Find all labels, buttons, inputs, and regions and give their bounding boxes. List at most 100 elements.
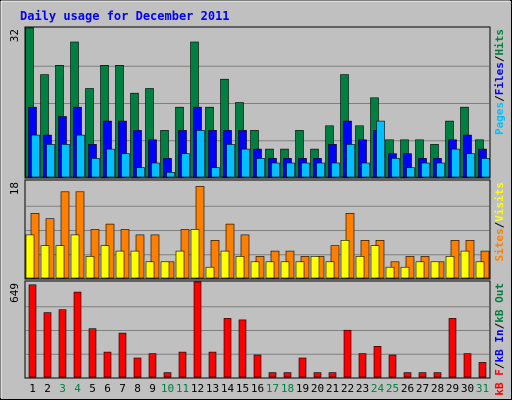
bar-pages-day-2 (46, 144, 55, 178)
x-tick-label-day-16: 16 (251, 382, 264, 395)
bar-visits-day-22 (340, 240, 350, 279)
bar-kb-f-day-1 (28, 284, 37, 378)
legend-entry: kB In (493, 329, 506, 362)
bar-visits-day-10 (160, 261, 170, 279)
bar-visits-day-18 (280, 261, 290, 279)
bar-kb-f-day-19 (298, 357, 307, 378)
x-tick-label-day-29: 29 (446, 382, 459, 395)
legend-entry: Files (493, 62, 506, 95)
bar-visits-day-27 (415, 261, 425, 279)
x-tick-label-day-27: 27 (416, 382, 429, 395)
bar-pages-day-28 (436, 162, 445, 178)
panel-top-ymax-label: 32 (8, 29, 21, 42)
bar-visits-day-11 (175, 250, 185, 279)
bar-pages-day-19 (301, 162, 310, 178)
bar-visits-day-21 (325, 261, 335, 279)
bar-pages-day-17 (271, 162, 280, 178)
bar-pages-day-26 (406, 167, 415, 178)
bar-visits-day-24 (370, 245, 380, 279)
bar-visits-day-2 (40, 245, 50, 279)
bar-kb-f-day-20 (313, 372, 322, 378)
bar-visits-day-3 (55, 245, 65, 279)
x-tick-label-day-13: 13 (206, 382, 219, 395)
x-tick-label-day-15: 15 (236, 382, 249, 395)
bar-visits-day-31 (475, 261, 485, 279)
bar-kb-f-day-17 (268, 372, 277, 378)
bar-visits-day-4 (70, 234, 80, 279)
chart-title: Daily usage for December 2011 (20, 9, 230, 23)
bar-pages-day-1 (31, 134, 40, 178)
bar-kb-f-day-13 (208, 351, 217, 378)
bar-visits-day-29 (445, 256, 455, 279)
x-tick-label-day-7: 7 (119, 382, 126, 395)
bar-pages-day-6 (106, 148, 115, 178)
panel-middle: 18 Sites/Visits (8, 179, 506, 280)
bar-visits-day-23 (355, 256, 365, 279)
bar-kb-f-day-29 (448, 318, 457, 378)
bar-pages-day-11 (181, 153, 190, 178)
bar-pages-day-5 (91, 158, 100, 178)
bar-kb-f-day-10 (163, 372, 172, 378)
bar-kb-f-day-2 (43, 312, 52, 378)
bar-kb-f-day-25 (388, 354, 397, 378)
bar-pages-day-21 (331, 162, 340, 178)
x-tick-label-day-26: 26 (401, 382, 414, 395)
bar-visits-day-26 (400, 266, 410, 279)
bar-pages-day-12 (196, 130, 205, 178)
bar-visits-day-6 (100, 245, 110, 279)
bar-visits-day-19 (295, 261, 305, 279)
x-tick-label-day-25: 25 (386, 382, 399, 395)
x-tick-label-day-12: 12 (191, 382, 204, 395)
bar-sites-day-13 (210, 240, 220, 279)
bar-pages-day-22 (346, 144, 355, 178)
x-tick-label-day-6: 6 (104, 382, 111, 395)
x-tick-label-day-2: 2 (44, 382, 51, 395)
bar-kb-f-day-4 (73, 291, 82, 378)
legend-entry: kB F (493, 369, 506, 396)
x-tick-label-day-20: 20 (311, 382, 324, 395)
panel-bottom-legend: kB F/kB In/kB Out (493, 283, 506, 396)
panel-top: 32 Pages/Files/Hits (8, 26, 506, 179)
legend-entry: / (493, 362, 506, 369)
bar-visits-day-8 (130, 250, 140, 279)
bar-kb-f-day-27 (418, 372, 427, 378)
x-tick-label-day-17: 17 (266, 382, 279, 395)
x-tick-label-day-4: 4 (74, 382, 81, 395)
bar-kb-f-day-5 (88, 328, 97, 378)
bar-pages-day-9 (151, 162, 160, 178)
bar-kb-f-day-6 (103, 351, 112, 378)
legend-entry: kB Out (493, 283, 506, 323)
panel-top-legend: Pages/Files/Hits (493, 29, 506, 135)
panel-bottom-ymax-label: 649 (8, 283, 21, 303)
bar-pages-day-27 (421, 162, 430, 178)
bar-pages-day-29 (451, 148, 460, 178)
bar-visits-day-5 (85, 256, 95, 279)
bar-kb-f-day-24 (373, 345, 382, 378)
bar-sites-day-9 (150, 234, 160, 279)
bar-pages-day-31 (481, 158, 490, 178)
bar-kb-f-day-30 (463, 353, 472, 378)
x-tick-label-day-10: 10 (161, 382, 174, 395)
bar-kb-f-day-26 (403, 372, 412, 378)
bar-kb-f-day-8 (133, 357, 142, 378)
x-tick-label-day-8: 8 (134, 382, 141, 395)
bar-kb-f-day-12 (193, 281, 202, 378)
bar-pages-day-23 (361, 162, 370, 178)
bar-pages-day-25 (391, 158, 400, 178)
bar-pages-day-8 (136, 167, 145, 178)
bar-pages-day-14 (226, 144, 235, 178)
legend-entry: / (493, 322, 506, 329)
bar-pages-day-16 (256, 158, 265, 178)
bar-pages-day-13 (211, 167, 220, 178)
x-tick-label-day-19: 19 (296, 382, 309, 395)
x-tick-label-day-18: 18 (281, 382, 294, 395)
panel-middle-ymax-label: 18 (8, 182, 21, 195)
x-axis-tick-labels: 1 2 3 4 5 6 7 8 9 10 11 12 13 14 15 16 17 18 19 20 21 22 23 24 2… (29, 382, 489, 395)
bar-visits-day-16 (250, 261, 260, 279)
bar-sites-day-5 (90, 229, 100, 279)
panel-middle-legend: Sites/Visits (493, 182, 506, 262)
bar-kb-f-day-31 (478, 362, 487, 378)
